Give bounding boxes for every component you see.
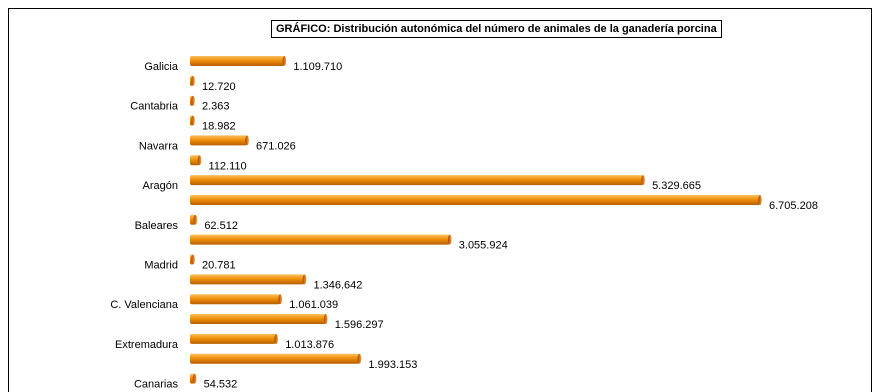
- category-label: Madrid: [144, 260, 178, 272]
- bar-cap: [282, 56, 287, 66]
- bar-cap: [274, 333, 278, 344]
- bar-3: 18.982: [190, 115, 236, 133]
- category-label: Navarra: [139, 140, 179, 152]
- bar-body: [190, 234, 450, 245]
- bar-body: [190, 333, 277, 344]
- data-label: 20.781: [202, 260, 236, 272]
- bar-cap: [323, 314, 328, 325]
- bar-5: 112.110: [190, 155, 247, 172]
- bar-cap: [191, 75, 195, 86]
- bar-9: 3.055.924: [190, 234, 508, 252]
- bar-cap: [641, 175, 645, 186]
- data-label: 12.720: [202, 81, 236, 93]
- bar-0: 1.109.710: [190, 56, 342, 73]
- data-label: 18.982: [202, 121, 236, 133]
- bar-8: 62.512: [190, 214, 238, 232]
- bar-cap: [191, 254, 195, 265]
- bar-body: [190, 56, 285, 66]
- bar-cap: [193, 214, 198, 225]
- bar-body: [190, 314, 326, 325]
- category-label: Aragón: [143, 180, 178, 192]
- data-label: 1.013.876: [285, 339, 334, 351]
- bar-1: 12.720: [190, 75, 236, 93]
- bar-cap: [191, 95, 195, 106]
- bar-7: 6.705.208: [190, 194, 818, 212]
- data-label: 1.596.297: [335, 319, 384, 331]
- data-label: 112.110: [209, 160, 247, 172]
- data-label: 54.532: [204, 379, 238, 391]
- bar-cap: [245, 135, 249, 146]
- category-label: Extremadura: [115, 339, 179, 351]
- data-label: 6.705.208: [769, 200, 818, 212]
- bar-body: [190, 274, 305, 285]
- bar-cap: [447, 234, 452, 245]
- data-label: 1.346.642: [313, 279, 362, 291]
- data-label: 5.329.665: [652, 180, 701, 192]
- data-label: 2.363: [202, 101, 230, 113]
- category-label: Canarias: [134, 379, 179, 391]
- bar-body: [190, 175, 644, 186]
- bar-body: [190, 353, 360, 364]
- category-label: Galicia: [144, 61, 179, 73]
- bar-body: [190, 155, 200, 166]
- bar-13: 1.596.297: [190, 314, 384, 331]
- bar-cap: [192, 373, 197, 384]
- bar-cap: [191, 115, 195, 126]
- bar-12: 1.061.039: [190, 294, 338, 311]
- bar-body: [190, 194, 760, 205]
- bar-15: 1.993.153: [190, 353, 417, 371]
- data-label: 3.055.924: [459, 240, 508, 252]
- bar-cap: [278, 294, 282, 305]
- category-label: Cantabria: [130, 101, 179, 113]
- data-label: 671.026: [256, 140, 296, 152]
- bar-cap: [197, 155, 202, 166]
- category-label: Baleares: [135, 220, 179, 232]
- bar-14: 1.013.876: [190, 333, 334, 351]
- data-label: 62.512: [204, 220, 238, 232]
- bar-10: 20.781: [190, 254, 236, 272]
- bar-11: 1.346.642: [190, 274, 362, 291]
- bar-16: 54.532: [190, 373, 238, 391]
- bar-cap: [357, 353, 362, 364]
- bar-body: [190, 135, 248, 146]
- bar-6: 5.329.665: [190, 175, 701, 192]
- data-label: 1.109.710: [293, 61, 342, 73]
- bar-2: 2.363: [190, 95, 230, 113]
- data-label: 1.993.153: [368, 359, 417, 371]
- bar-cap: [758, 194, 762, 205]
- chart-title: GRÁFICO: Distribución autonómica del núm…: [271, 20, 722, 38]
- category-label: C. Valenciana: [110, 299, 179, 311]
- bar-body: [190, 294, 281, 305]
- bar-4: 671.026: [190, 135, 296, 152]
- data-label: 1.061.039: [289, 299, 338, 311]
- bar-cap: [302, 274, 307, 285]
